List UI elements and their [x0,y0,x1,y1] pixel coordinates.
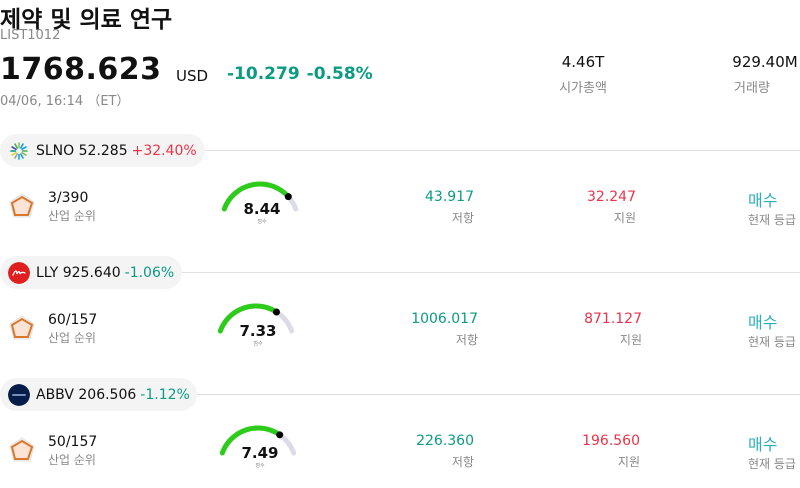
industry-rank-value: 3/390 [48,190,89,206]
industry-rank-value: 50/157 [48,434,98,450]
score-value: 7.33 [239,322,277,340]
industry-rank-icon [8,192,36,220]
lilly-red-logo-icon [8,261,30,284]
resistance-label: 저항 [451,455,474,469]
section-divider [182,272,800,273]
page-title: 제약 및 의료 연구 [0,7,173,33]
score-gauge-svg [217,303,295,334]
resistance-value: 43.917 [425,189,474,205]
stock-ticker-pill[interactable]: LLY 925.640 -1.06% [0,256,182,289]
ticker-change-percent: -1.06% [124,264,175,281]
change-absolute: -10.279 [227,64,300,84]
gauge-marker [272,308,280,316]
gauge-marker [276,431,284,439]
ticker-change-percent: -1.12% [140,386,190,403]
resistance-value: 226.360 [416,433,474,449]
rating-value[interactable]: 매수 [748,435,778,454]
support-value: 871.127 [584,311,642,327]
stock-row[interactable]: LLY 925.640 -1.06% 60/157 산업 순위 7.33 점수 1006.0… [0,256,800,378]
index-price: 1768.623 [0,52,162,87]
score-gauge [214,422,302,472]
score-gauge [216,178,304,228]
industry-rank-icon [8,314,36,342]
industry-rank-icon [8,436,36,464]
score-gauge [212,300,300,350]
abbvie-navy-logo-icon [8,383,30,406]
list-code: LIST1012 [0,28,61,43]
resistance-value: 1006.017 [411,311,478,327]
rating-value[interactable]: 매수 [748,191,778,210]
score-gauge-svg [221,181,299,212]
rating-label: 현재 등급 [748,335,796,349]
change-percent: -0.58% [306,64,373,84]
support-label: 지원 [613,211,636,225]
price-currency: USD [176,67,209,85]
price-timestamp: 04/06, 16:14 （ET） [0,94,130,109]
stock-ticker-pill[interactable]: SLNO 52.285 +32.40% [0,134,205,167]
ticker-price: LLY 925.640 [36,264,121,281]
industry-rank-value: 60/157 [48,312,98,328]
gauge-marker [284,193,292,201]
score-label: 점수 [253,341,263,347]
rating-value[interactable]: 매수 [748,313,778,332]
section-divider [205,150,800,151]
price-change: -10.279 -0.58% [227,64,373,84]
industry-rank-label: 산업 순위 [48,453,96,467]
score-label: 점수 [255,463,265,469]
ticker-price: ABBV 206.506 [36,386,137,403]
score-gauge-svg [219,425,297,456]
volume-value: 929.40M [732,53,798,71]
rating-label: 현재 등급 [748,213,796,227]
stock-ticker-pill[interactable]: ABBV 206.506 -1.12% [0,378,197,411]
score-label: 점수 [257,219,267,225]
support-value: 196.560 [582,433,640,449]
stock-row[interactable]: SLNO 52.285 +32.40% 3/390 산업 순위 8.44 점수 43.917… [0,134,800,256]
support-value: 32.247 [587,189,636,205]
industry-rank-label: 산업 순위 [48,209,96,223]
score-value: 8.44 [243,200,281,218]
market-cap-value: 4.46T [561,53,605,71]
resistance-label: 저항 [455,333,478,347]
industry-rank-label: 산업 순위 [48,331,96,345]
support-label: 지원 [617,455,640,469]
score-value: 7.49 [241,444,279,462]
section-divider [197,394,800,395]
ticker-price: SLNO 52.285 [36,142,128,159]
resistance-label: 저항 [451,211,474,225]
stock-row[interactable]: ABBV 206.506 -1.12% 50/157 산업 순위 7.49 점수 226.3… [0,378,800,488]
volume-label: 거래량 [734,81,770,96]
rating-label: 현재 등급 [748,457,796,471]
ticker-change-percent: +32.40% [131,142,197,159]
slno-sunburst-logo-icon [8,140,30,162]
support-label: 지원 [619,333,642,347]
market-cap-label: 시가총액 [559,81,607,96]
